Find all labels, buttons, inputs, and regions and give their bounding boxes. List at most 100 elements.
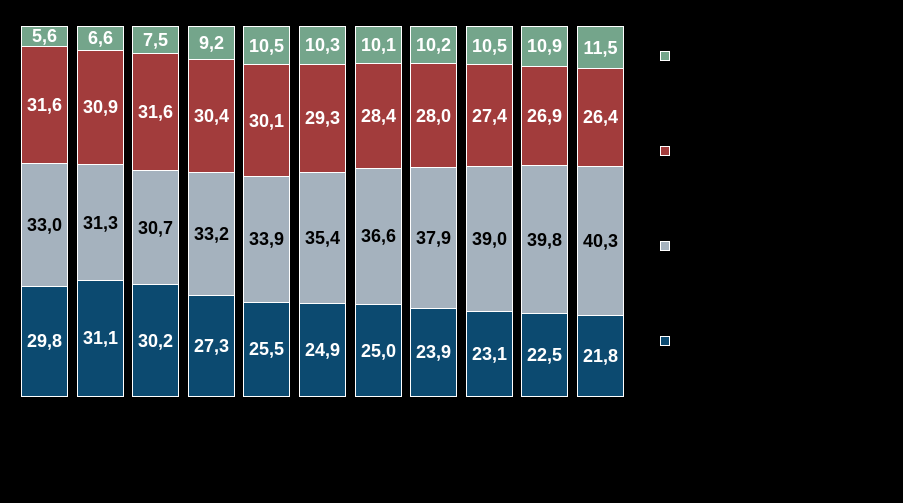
segment-value-label: 25,5	[248, 339, 285, 360]
bar-segment-green-top-segment: 5,6	[21, 26, 68, 47]
bar-segment-red-segment: 26,9	[521, 65, 568, 167]
bar-segment-blue-bottom-segment: 30,2	[132, 284, 179, 397]
segment-value-label: 31,1	[82, 328, 119, 349]
bar-segment-blue-bottom-segment: 25,5	[243, 301, 290, 397]
bar-segment-green-top-segment: 11,5	[577, 26, 624, 69]
segment-value-label: 24,9	[304, 340, 341, 361]
bar-column: 11,5 26,4 40,3 21,8	[577, 26, 624, 400]
bar-segment-gray-segment: 33,9	[243, 175, 290, 303]
bar-segment-gray-segment: 31,3	[77, 164, 124, 282]
bar-segment-gray-segment: 39,8	[521, 165, 568, 315]
segment-value-label: 10,2	[415, 35, 452, 56]
bar-column: 10,3 29,3 35,4 24,9	[299, 26, 346, 400]
bar-segment-red-segment: 29,3	[299, 63, 346, 174]
bar-segment-gray-segment: 36,6	[355, 167, 402, 305]
segment-value-label: 39,8	[526, 229, 563, 250]
bar-segment-green-top-segment: 10,5	[466, 26, 513, 66]
segment-value-label: 26,4	[582, 107, 619, 128]
bar-segment-green-top-segment: 10,5	[243, 26, 290, 66]
bar-column: 10,9 26,9 39,8 22,5	[521, 26, 568, 400]
segment-value-label: 23,1	[471, 343, 508, 364]
bar-segment-blue-bottom-segment: 21,8	[577, 315, 624, 397]
legend-marker-green-top-segment	[660, 51, 670, 61]
segment-value-label: 10,1	[360, 34, 397, 55]
bar-segment-gray-segment: 39,0	[466, 165, 513, 312]
segment-value-label: 21,8	[582, 346, 619, 367]
bar-segment-blue-bottom-segment: 25,0	[355, 303, 402, 398]
segment-value-label: 31,6	[137, 102, 174, 123]
bar-segment-blue-bottom-segment: 29,8	[21, 285, 68, 397]
segment-value-label: 30,2	[137, 330, 174, 351]
bar-segment-blue-bottom-segment: 23,1	[466, 310, 513, 397]
segment-value-label: 35,4	[304, 228, 341, 249]
bar-segment-blue-bottom-segment: 31,1	[77, 280, 124, 397]
segment-value-label: 30,4	[193, 106, 230, 127]
bar-segment-red-segment: 26,4	[577, 68, 624, 167]
segment-value-label: 30,1	[248, 110, 285, 131]
segment-value-label: 40,3	[582, 231, 619, 252]
bar-segment-gray-segment: 33,0	[21, 163, 68, 287]
bar-column: 7,5 31,6 30,7 30,2	[132, 26, 179, 400]
bar-segment-blue-bottom-segment: 23,9	[410, 307, 457, 397]
segment-value-label: 26,9	[526, 106, 563, 127]
bar-segment-red-segment: 28,0	[410, 63, 457, 168]
segment-value-label: 33,9	[248, 229, 285, 250]
segment-value-label: 23,9	[415, 342, 452, 363]
bar-segment-blue-bottom-segment: 22,5	[521, 313, 568, 398]
segment-value-label: 29,8	[26, 331, 63, 352]
segment-value-label: 10,3	[304, 35, 341, 56]
bar-segment-gray-segment: 35,4	[299, 172, 346, 305]
segment-value-label: 36,6	[360, 226, 397, 247]
bar-segment-gray-segment: 30,7	[132, 170, 179, 286]
segment-value-label: 30,9	[82, 97, 119, 118]
segment-value-label: 28,4	[360, 105, 397, 126]
bar-column: 10,2 28,0 37,9 23,9	[410, 26, 457, 400]
segment-value-label: 37,9	[415, 227, 452, 248]
bar-segment-gray-segment: 40,3	[577, 165, 624, 317]
segment-value-label: 33,2	[193, 224, 230, 245]
segment-value-label: 30,7	[137, 217, 174, 238]
segment-value-label: 7,5	[142, 30, 169, 51]
segment-value-label: 9,2	[198, 33, 225, 54]
bar-segment-red-segment: 30,9	[77, 49, 124, 166]
bar-segment-red-segment: 30,1	[243, 64, 290, 177]
bar-segment-red-segment: 31,6	[21, 45, 68, 165]
bar-segment-gray-segment: 33,2	[188, 172, 235, 297]
segment-value-label: 10,5	[248, 35, 285, 56]
bar-segment-red-segment: 27,4	[466, 64, 513, 167]
segment-value-label: 39,0	[471, 228, 508, 249]
legend-marker-blue-bottom-segment	[660, 336, 670, 346]
segment-value-label: 31,3	[82, 212, 119, 233]
bar-column: 10,5 27,4 39,0 23,1	[466, 26, 513, 400]
legend-marker-red-segment	[660, 146, 670, 156]
segment-value-label: 29,3	[304, 108, 341, 129]
bar-segment-red-segment: 31,6	[132, 53, 179, 172]
segment-value-label: 5,6	[31, 26, 58, 47]
segment-value-label: 25,0	[360, 340, 397, 361]
bar-column: 10,1 28,4 36,6 25,0	[355, 26, 402, 400]
bar-segment-green-top-segment: 10,3	[299, 26, 346, 65]
bar-segment-green-top-segment: 7,5	[132, 26, 179, 55]
segment-value-label: 33,0	[26, 214, 63, 235]
bar-segment-red-segment: 30,4	[188, 59, 235, 174]
segment-value-label: 10,5	[471, 35, 508, 56]
segment-value-label: 31,6	[26, 95, 63, 116]
bar-segment-green-top-segment: 10,2	[410, 26, 457, 65]
bar-column: 6,6 30,9 31,3 31,1	[77, 26, 124, 400]
bar-segment-blue-bottom-segment: 24,9	[299, 303, 346, 397]
bar-segment-green-top-segment: 6,6	[77, 26, 124, 51]
bar-segment-green-top-segment: 10,9	[521, 26, 568, 67]
segment-value-label: 10,9	[526, 36, 563, 57]
segment-value-label: 11,5	[583, 37, 618, 58]
bar-segment-green-top-segment: 9,2	[188, 26, 235, 61]
segment-value-label: 27,4	[471, 105, 508, 126]
bar-segment-gray-segment: 37,9	[410, 166, 457, 309]
segment-value-label: 6,6	[87, 28, 114, 49]
segment-value-label: 28,0	[415, 105, 452, 126]
legend-marker-gray-segment	[660, 241, 670, 251]
bar-column: 5,6 31,6 33,0 29,8	[21, 26, 68, 400]
bar-segment-red-segment: 28,4	[355, 62, 402, 169]
bar-segment-green-top-segment: 10,1	[355, 26, 402, 64]
bar-segment-blue-bottom-segment: 27,3	[188, 295, 235, 398]
segment-value-label: 22,5	[526, 345, 563, 366]
